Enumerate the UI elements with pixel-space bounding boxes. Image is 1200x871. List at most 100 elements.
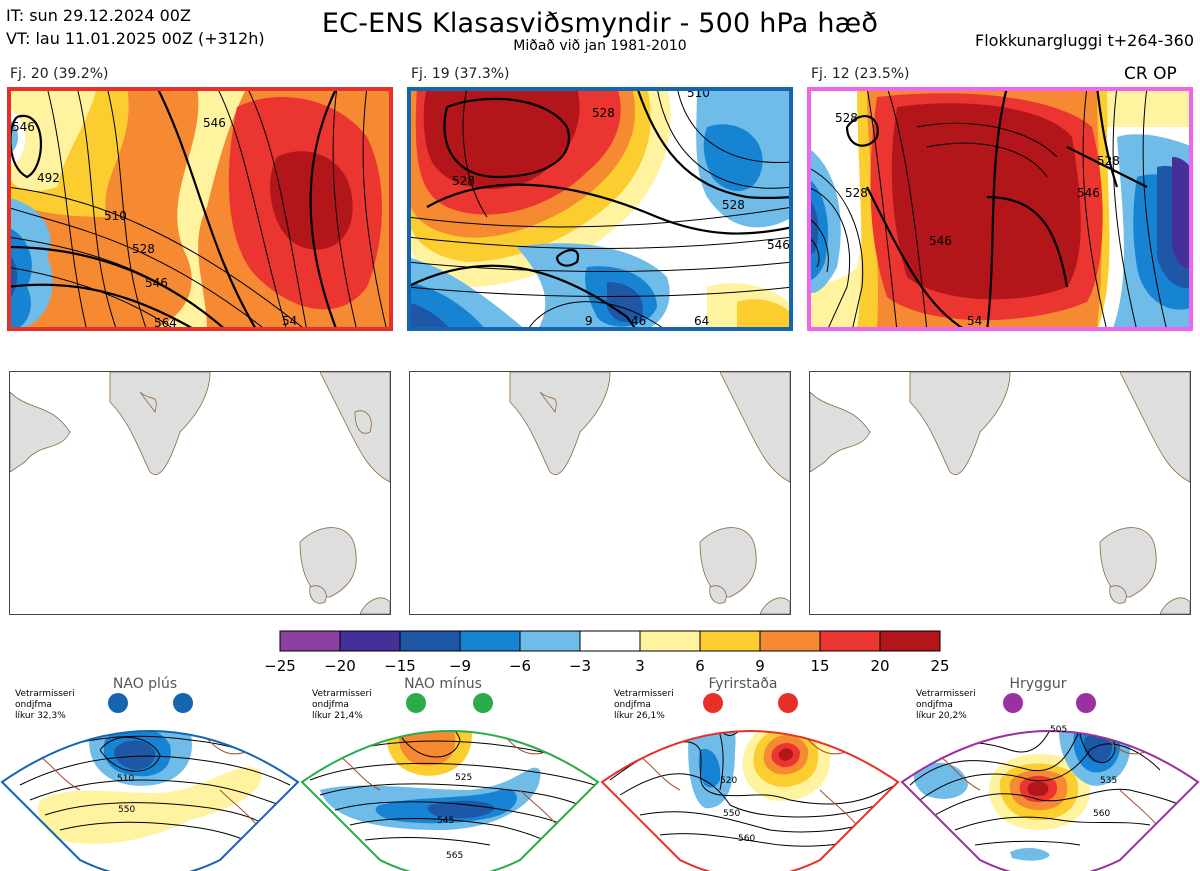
contour-label: 510 xyxy=(117,774,134,784)
contour-label: 528 xyxy=(845,186,868,200)
contour-label: 528 xyxy=(132,242,155,256)
contour-labels-1: 546 492 510 528 546 564 546 54 xyxy=(12,116,297,330)
colorbar-tick-label: −6 xyxy=(509,657,531,675)
base-map-land xyxy=(10,372,390,614)
regime-title-1: NAO plús xyxy=(112,676,178,692)
colorbar-swatch xyxy=(279,630,341,652)
cluster-map-2: 528 528 510 528 546 64 9 46 xyxy=(407,87,793,331)
contour-labels-3: 528 528 528 546 546 54 xyxy=(835,111,1120,328)
regime-note-line: Vetrarmisseri xyxy=(15,689,75,699)
contour-label: 560 xyxy=(1093,809,1110,819)
regime-note-line: líkur 32,3% xyxy=(15,711,66,721)
contour-label: 565 xyxy=(446,851,463,861)
regime-outline-4 xyxy=(900,730,1200,871)
contour-label: 546 xyxy=(767,238,790,252)
contour-label: 546 xyxy=(12,120,35,134)
regime-note-line: ondjfma xyxy=(15,700,52,710)
regime-note-line: líkur 26,1% xyxy=(614,711,665,721)
contour-label: 525 xyxy=(455,773,472,783)
colorbar: −25 −20 −15 −9 −6 −3 3 6 9 15 20 25 xyxy=(264,630,950,675)
contour-label: 54 xyxy=(967,314,982,328)
colorbar-swatch xyxy=(699,630,761,652)
contour-label: 520 xyxy=(720,776,737,786)
regime-marker-4a xyxy=(1003,693,1023,713)
cluster-label-2: Fj. 19 (37.3%) xyxy=(411,66,510,82)
base-map-2 xyxy=(409,371,791,615)
contour-label: 550 xyxy=(118,805,135,815)
colorbar-swatch xyxy=(819,630,881,652)
regime-maps: 510 550 525 545 565 xyxy=(0,693,1200,871)
cluster-panel-3: 528 528 528 546 546 54 xyxy=(807,87,1193,331)
regime-marker-3b xyxy=(778,693,798,713)
regime-marker-3a xyxy=(703,693,723,713)
colorbar-swatch xyxy=(879,630,941,652)
regime-map-2 xyxy=(302,731,598,871)
contour-label: 528 xyxy=(722,198,745,212)
regime-note-2: Vetrarmisseri ondjfma líkur 21,4% xyxy=(312,689,372,722)
cluster-map-1: 546 492 510 528 546 564 546 54 xyxy=(7,87,393,331)
regime-marker-1b xyxy=(173,693,193,713)
contour-label: 545 xyxy=(437,816,454,826)
regime-map-4 xyxy=(902,731,1198,871)
contour-label: 510 xyxy=(104,209,127,223)
contour-label: 560 xyxy=(738,834,755,844)
contour-label: 546 xyxy=(929,234,952,248)
base-map-land xyxy=(810,372,1190,614)
contour-label: 528 xyxy=(835,111,858,125)
contour-label: 546 xyxy=(145,276,168,290)
window-label: Flokkunargluggi t+264-360 xyxy=(975,31,1194,50)
regime-outline-3 xyxy=(600,730,900,871)
cluster-border-3 xyxy=(807,87,1193,331)
contour-label: 546 xyxy=(1077,186,1100,200)
colorbar-tick-label: 15 xyxy=(810,657,829,675)
cluster-border-2 xyxy=(407,87,793,331)
base-map-land xyxy=(509,372,790,614)
regime-note-line: ondjfma xyxy=(916,700,953,710)
regime-note-1: Vetrarmisseri ondjfma líkur 32,3% xyxy=(15,689,75,722)
contour-label: 564 xyxy=(154,316,177,330)
cluster-label-3: Fj. 12 (23.5%) xyxy=(811,66,910,82)
contour-label: 9 xyxy=(585,314,593,328)
regime-marker-4b xyxy=(1076,693,1096,713)
colorbar-swatch xyxy=(759,630,821,652)
regime-outline-1 xyxy=(0,730,300,871)
colorbar-tick-label: −3 xyxy=(569,657,591,675)
colorbar-tick-label: −20 xyxy=(324,657,356,675)
colorbar-swatch xyxy=(639,630,701,652)
colorbar-tick-label: 9 xyxy=(755,657,765,675)
colorbar-tick-label: 25 xyxy=(930,657,949,675)
regime-note-line: Vetrarmisseri xyxy=(916,689,976,699)
regime-outline-2 xyxy=(300,730,600,871)
contour-label: 505 xyxy=(1050,725,1067,735)
base-map-3 xyxy=(809,371,1191,615)
base-map-1 xyxy=(9,371,391,615)
regime-marker-1a xyxy=(108,693,128,713)
contour-label: 528 xyxy=(452,174,475,188)
page-subtitle: Miðað við jan 1981-2010 xyxy=(513,38,687,54)
colorbar-swatch xyxy=(399,630,461,652)
regime-note-3: Vetrarmisseri ondjfma líkur 26,1% xyxy=(614,689,674,722)
colorbar-swatches xyxy=(279,630,941,652)
regime-marker-2b xyxy=(473,693,493,713)
colorbar-tick-label: 6 xyxy=(695,657,705,675)
contour-label: 546 xyxy=(203,116,226,130)
regime-note-line: Vetrarmisseri xyxy=(312,689,372,699)
contour-label: 550 xyxy=(723,809,740,819)
valid-time: VT: lau 11.01.2025 00Z (+312h) xyxy=(6,29,265,48)
regime-note-line: ondjfma xyxy=(312,700,349,710)
cluster-map-3: 528 528 528 546 546 54 xyxy=(807,87,1193,331)
contour-label: 492 xyxy=(37,171,60,185)
page-title: EC-ENS Klasasviðsmyndir - 500 hPa hæð xyxy=(321,8,879,39)
contour-label: 535 xyxy=(1100,776,1117,786)
colorbar-tick-label: −25 xyxy=(264,657,296,675)
colorbar-swatch xyxy=(579,630,641,652)
regime-title-2: NAO mínus xyxy=(404,676,482,692)
cluster-panel-1: 546 492 510 528 546 564 546 54 xyxy=(7,87,393,331)
header-times: IT: sun 29.12.2024 00Z VT: lau 11.01.202… xyxy=(6,4,265,50)
regime-note-line: Vetrarmisseri xyxy=(614,689,674,699)
contour-label: 528 xyxy=(592,106,615,120)
regime-marker-2a xyxy=(406,693,426,713)
init-time: IT: sun 29.12.2024 00Z xyxy=(6,6,191,25)
regime-note-line: líkur 21,4% xyxy=(312,711,363,721)
regime-title-4: Hryggur xyxy=(1009,676,1067,692)
